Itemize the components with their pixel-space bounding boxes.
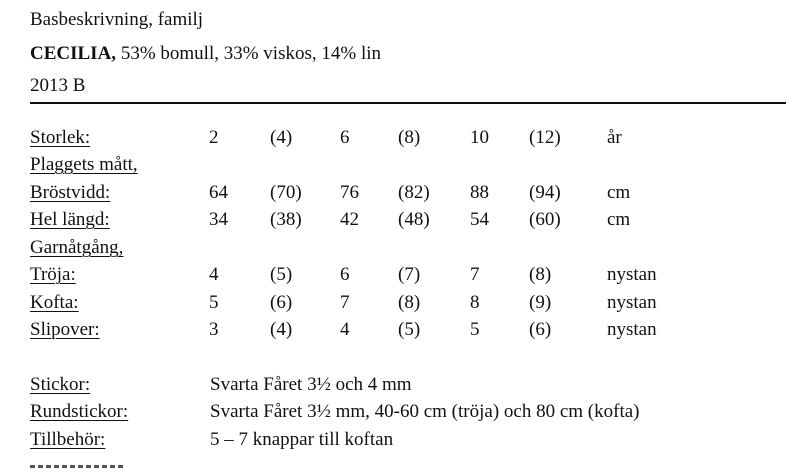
needles-label: Stickor: [30, 374, 91, 395]
total-length-row: Hel längd: 34 (38) 42 (48) 54 (60) cm [0, 208, 786, 232]
slipover-yarn-value: (4) [270, 319, 293, 340]
pattern-title-line: CECILIA, 53% bomull, 33% viskos, 14% lin [30, 43, 381, 65]
chest-width-value: (94) [529, 182, 561, 203]
slipover-yarn-value: 4 [340, 319, 350, 340]
yarn-composition: 53% bomull, 33% viskos, 14% lin [116, 43, 382, 64]
sweater-yarn-value: (5) [270, 264, 293, 285]
slipover-label: Slipover: [30, 319, 100, 340]
cardigan-yarn-value: (9) [529, 292, 552, 313]
cardigan-yarn-unit: nystan [607, 292, 657, 313]
chest-width-value: 64 [209, 182, 228, 203]
total-length-value: (48) [398, 209, 430, 230]
slipover-yarn-value: 3 [209, 319, 219, 340]
size-value: 6 [340, 127, 350, 148]
circular-needles-row: Rundstickor: Svarta Fåret 3½ mm, 40-60 c… [0, 400, 786, 424]
cardigan-yarn-value: (6) [270, 292, 293, 313]
size-value: 2 [209, 127, 219, 148]
sweater-yarn-value: 7 [470, 264, 480, 285]
total-length-unit: cm [607, 209, 631, 230]
needles-value: Svarta Fåret 3½ och 4 mm [210, 374, 412, 395]
size-label: Storlek: [30, 127, 91, 148]
pattern-name: CECILIA, [30, 43, 117, 64]
sweater-label: Tröja: [30, 264, 76, 285]
accessories-value: 5 – 7 knappar till koftan [210, 429, 394, 450]
sweater-yarn-value: 6 [340, 264, 350, 285]
size-value: (8) [398, 127, 421, 148]
header-divider [30, 102, 786, 104]
chest-width-label: Bröstvidd: [30, 182, 111, 203]
yarn-heading-row: Garnåtgång, [0, 236, 786, 260]
cardigan-yarn-value: 8 [470, 292, 480, 313]
size-value: (4) [270, 127, 293, 148]
measurements-heading: Plaggets mått, [30, 154, 138, 175]
size-value: (12) [529, 127, 561, 148]
measurements-heading-row: Plaggets mått, [0, 153, 786, 177]
total-length-value: (38) [270, 209, 302, 230]
yarn-heading: Garnåtgång, [30, 237, 124, 258]
chest-width-value: 88 [470, 182, 489, 203]
chest-width-value: (82) [398, 182, 430, 203]
chest-width-value: 76 [340, 182, 359, 203]
chest-width-row: Bröstvidd: 64 (70) 76 (82) 88 (94) cm [0, 181, 786, 205]
sweater-yarn-unit: nystan [607, 264, 657, 285]
chest-width-value: (70) [270, 182, 302, 203]
sweater-yarn-row: Tröja: 4 (5) 6 (7) 7 (8) nystan [0, 263, 786, 287]
accessories-row: Tillbehör: 5 – 7 knappar till koftan [0, 428, 786, 452]
circular-needles-label: Rundstickor: [30, 401, 129, 422]
total-length-value: 34 [209, 209, 228, 230]
size-unit: år [607, 127, 622, 148]
slipover-yarn-value: (6) [529, 319, 552, 340]
slipover-yarn-value: (5) [398, 319, 421, 340]
sweater-yarn-value: (7) [398, 264, 421, 285]
pattern-code: 2013 B [30, 75, 86, 96]
size-value: 10 [470, 127, 489, 148]
size-row: Storlek: 2 (4) 6 (8) 10 (12) år [0, 126, 786, 150]
cardigan-yarn-value: 5 [209, 292, 219, 313]
slipover-yarn-unit: nystan [607, 319, 657, 340]
total-length-value: 42 [340, 209, 359, 230]
accessories-label: Tillbehör: [30, 429, 106, 450]
cardigan-yarn-value: 7 [340, 292, 350, 313]
total-length-value: 54 [470, 209, 489, 230]
cardigan-yarn-value: (8) [398, 292, 421, 313]
needles-row: Stickor: Svarta Fåret 3½ och 4 mm [0, 373, 786, 397]
chest-width-unit: cm [607, 182, 631, 203]
total-length-value: (60) [529, 209, 561, 230]
circular-needles-value: Svarta Fåret 3½ mm, 40-60 cm (tröja) och… [210, 401, 640, 422]
slipover-yarn-value: 5 [470, 319, 480, 340]
document-subtitle: Basbeskrivning, familj [30, 9, 204, 30]
cardigan-label: Kofta: [30, 292, 79, 313]
slipover-yarn-row: Slipover: 3 (4) 4 (5) 5 (6) nystan [0, 318, 786, 342]
cardigan-yarn-row: Kofta: 5 (6) 7 (8) 8 (9) nystan [0, 291, 786, 315]
sweater-yarn-value: 4 [209, 264, 219, 285]
total-length-label: Hel längd: [30, 209, 110, 230]
sweater-yarn-value: (8) [529, 264, 552, 285]
cropped-text-fragment [30, 461, 126, 469]
